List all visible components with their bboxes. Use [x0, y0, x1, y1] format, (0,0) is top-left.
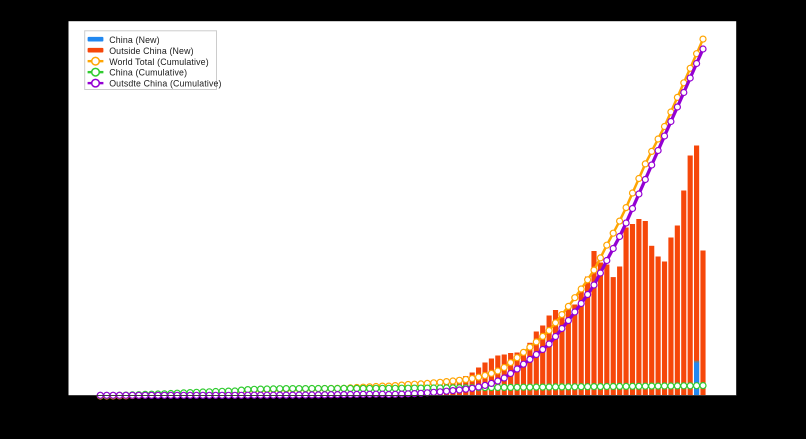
svg-text:China (New): China (New) [109, 35, 160, 45]
svg-text:China (Cumulative): China (Cumulative) [109, 68, 187, 78]
svg-text:Outsdte China (Cumulative): Outsdte China (Cumulative) [109, 79, 221, 89]
svg-text:World Total (Cumulative): World Total (Cumulative) [109, 57, 209, 67]
svg-text:Outside China (New): Outside China (New) [109, 46, 194, 56]
